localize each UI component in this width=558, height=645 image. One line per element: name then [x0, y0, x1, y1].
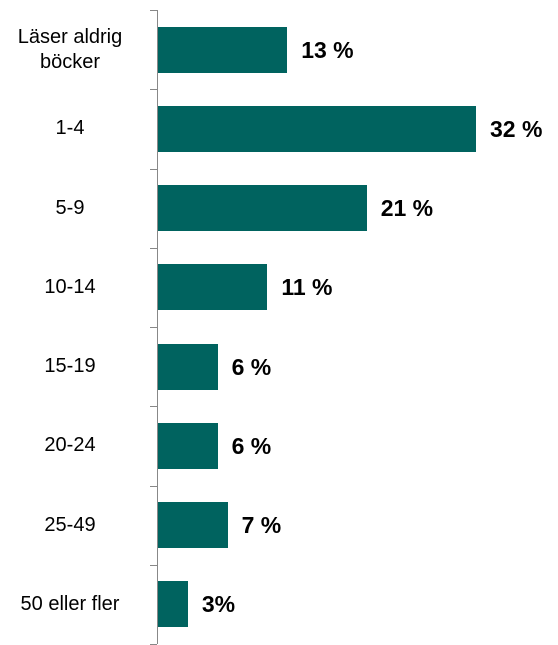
category-label: 50 eller fler [0, 574, 140, 634]
tick-mark [150, 10, 157, 11]
category-label: 5-9 [0, 178, 140, 238]
bar [158, 105, 476, 152]
category-text: 20-24 [44, 434, 96, 457]
tick-mark [150, 327, 157, 328]
value-label: 32 % [490, 115, 543, 142]
tick-mark [150, 168, 157, 170]
category-text: 1-4 [55, 117, 85, 140]
category-text: 50 eller fler [20, 592, 120, 615]
tick-mark [150, 564, 157, 566]
bar [158, 422, 218, 469]
tick-mark [150, 247, 157, 249]
category-text: 15-19 [44, 355, 96, 378]
category-label: Läser aldrig böcker [0, 20, 140, 80]
bar [158, 26, 288, 73]
category-axis [157, 10, 158, 644]
tick-mark [150, 406, 157, 408]
bar [158, 343, 218, 390]
category-text: 10-14 [44, 275, 96, 298]
category-text: 5-9 [55, 196, 85, 219]
value-label: 3% [201, 591, 236, 618]
category-label: 25-49 [0, 495, 140, 555]
bar [158, 264, 268, 311]
value-label: 6 % [231, 432, 272, 459]
tick-mark [150, 89, 157, 91]
bar [158, 502, 228, 549]
category-text: 25-49 [44, 513, 96, 536]
category-label: 15-19 [0, 337, 140, 397]
value-label: 11 % [281, 274, 333, 301]
category-label: 1-4 [0, 99, 140, 159]
category-label: 10-14 [0, 257, 140, 317]
value-label: 21 % [380, 195, 434, 222]
category-text: Läser aldrig böcker [17, 25, 123, 73]
category-label: 20-24 [0, 416, 140, 476]
bar [158, 581, 188, 628]
value-label: 13 % [301, 36, 354, 63]
value-label: 7 % [241, 512, 282, 539]
tick-mark [150, 485, 157, 487]
bar [158, 185, 367, 232]
value-label: 6 % [231, 353, 272, 380]
